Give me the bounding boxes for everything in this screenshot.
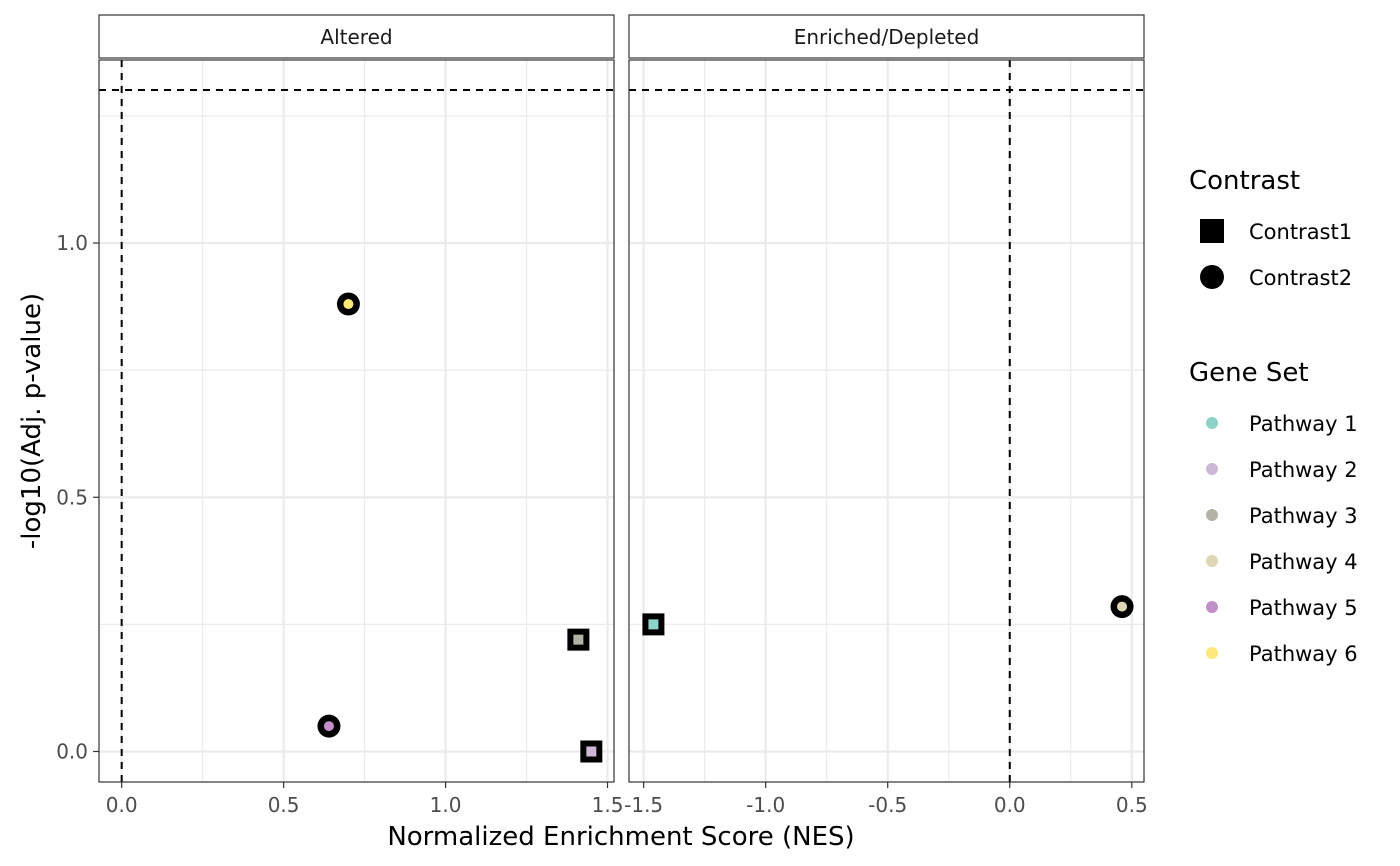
x-tick-label: -1.5 <box>624 793 663 817</box>
panel-background <box>629 60 1144 782</box>
legend-item-label: Contrast1 <box>1249 220 1352 244</box>
legend-key-dot <box>1206 463 1218 475</box>
data-point <box>648 619 659 630</box>
panel-border <box>98 59 615 783</box>
strip-label: Altered <box>320 25 392 49</box>
x-tick-label: 0.0 <box>106 793 138 817</box>
legend-item-label: Pathway 4 <box>1249 550 1358 574</box>
legend-item-label: Pathway 2 <box>1249 458 1358 482</box>
x-tick-label: 0.5 <box>268 793 300 817</box>
x-tick-label: 0.5 <box>1116 793 1148 817</box>
y-tick-label: 0.0 <box>56 739 88 763</box>
data-point <box>586 746 597 757</box>
panel-background <box>99 60 614 782</box>
x-tick-label: 0.0 <box>994 793 1026 817</box>
legend-item-label: Pathway 1 <box>1249 412 1358 436</box>
strip-box <box>628 14 1145 59</box>
panel-border <box>628 59 1145 783</box>
legend-key-dot <box>1206 509 1218 521</box>
legend-key-circle <box>1200 265 1224 289</box>
strip-box <box>98 14 615 59</box>
panel-2: Enriched/Depleted -1.5 -1.0 -0.5 0.0 0.5 <box>624 14 1148 817</box>
legend-key-dot <box>1206 601 1218 613</box>
y-tick-label: 0.5 <box>56 485 88 509</box>
panel-1: Altered 0.0 0.5 1.0 1.5 <box>98 14 624 817</box>
x-axis-title: Normalized Enrichment Score (NES) <box>387 822 854 852</box>
x-tick-label: 1.0 <box>430 793 462 817</box>
data-point <box>573 634 584 645</box>
data-point <box>323 721 334 732</box>
legend-item-label: Contrast2 <box>1249 266 1352 290</box>
legend-key-dot <box>1206 647 1218 659</box>
legend-key-square <box>1200 219 1224 243</box>
y-axis-title: -log10(Adj. p-value) <box>17 293 47 549</box>
y-tick-label: 1.0 <box>56 231 88 255</box>
data-point <box>343 299 354 310</box>
legend-item-label: Pathway 3 <box>1249 504 1358 528</box>
legend-title-contrast: Contrast <box>1189 166 1300 196</box>
legend-item-label: Pathway 5 <box>1249 596 1358 620</box>
legend-item-label: Pathway 6 <box>1249 642 1358 666</box>
legend-key-dot <box>1206 417 1218 429</box>
x-tick-label: -0.5 <box>868 793 907 817</box>
x-tick-label: -1.0 <box>746 793 785 817</box>
strip-label: Enriched/Depleted <box>794 25 980 49</box>
legend-key-dot <box>1206 555 1218 567</box>
data-point <box>1117 601 1128 612</box>
x-tick-label: 1.5 <box>592 793 624 817</box>
legend-title-gene-set: Gene Set <box>1189 358 1309 388</box>
legend: Contrast Contrast1 Contrast2 Gene Set Pathwa… <box>1189 166 1358 666</box>
